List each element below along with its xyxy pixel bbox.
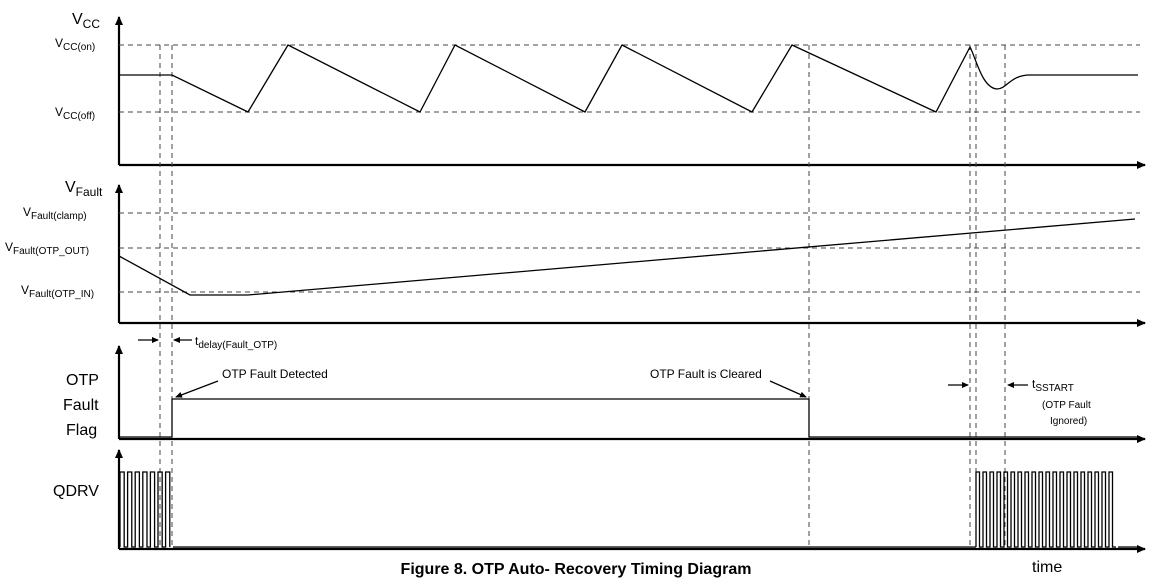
svg-text:tdelay(Fault_OTP): tdelay(Fault_OTP) (195, 334, 277, 351)
figure-caption: Figure 8. OTP Auto- Recovery Timing Diag… (401, 561, 752, 578)
svg-text:(OTP Fault: (OTP Fault (1042, 400, 1091, 411)
qdrv-label: QDRV (53, 483, 99, 500)
time-axis-label: time (1032, 559, 1062, 576)
qdrv-pulse-burst (119, 471, 171, 548)
vcc-off-label: VCC(off) (55, 105, 95, 122)
vcc-on-label: VCC(on) (55, 36, 95, 53)
vfault-otp-out-label: VFault(OTP_OUT) (5, 240, 89, 257)
vfault-otp-in-label: VFault(OTP_IN) (21, 283, 94, 300)
otp-flag-axis (115, 345, 1146, 443)
otp-cleared-callout: OTP Fault is Cleared (650, 367, 807, 398)
vcc-waveform (119, 44, 1138, 113)
svg-text:OTP Fault is Cleared: OTP Fault is Cleared (650, 367, 762, 381)
vcc-axis (115, 16, 1146, 169)
vfault-axis (115, 184, 1146, 327)
otp-flag-label-line2: Fault (63, 397, 99, 414)
otp-flag-label-line1: OTP (66, 372, 99, 389)
otp-flag-waveform (119, 398, 1138, 438)
time-markers (159, 45, 1006, 549)
vfault-clamp-label: VFault(clamp) (23, 205, 87, 222)
vcc-axis-label: VCC (72, 11, 100, 31)
tdelay-annotation: tdelay(Fault_OTP) (138, 334, 277, 351)
svg-text:OTP Fault Detected: OTP Fault Detected (222, 367, 328, 381)
vfault-waveform (118, 218, 1136, 296)
qdrv-pulse-train (119, 471, 1138, 548)
otp-flag-label-line3: Flag (66, 422, 97, 439)
otp-detected-callout: OTP Fault Detected (175, 367, 328, 398)
tsstart-annotation: tSSTART (OTP Fault Ignored) (948, 377, 1091, 427)
vfault-axis-label: VFault (65, 179, 103, 199)
svg-text:Ignored): Ignored) (1050, 416, 1087, 427)
qdrv-pulse-burst (975, 471, 1116, 548)
svg-text:tSSTART: tSSTART (1032, 377, 1074, 394)
qdrv-axis (115, 449, 1146, 553)
